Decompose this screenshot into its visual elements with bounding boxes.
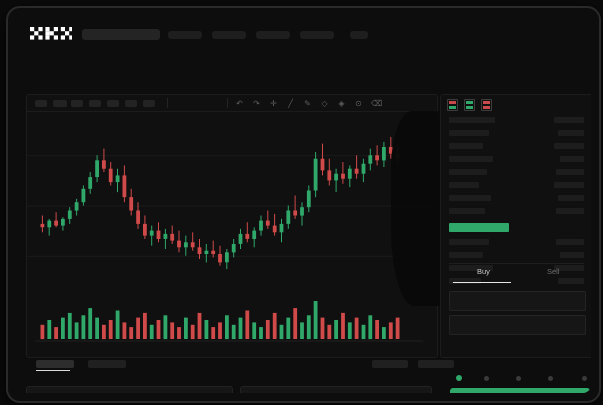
order-book-ask-row[interactable] (449, 143, 483, 149)
tab-open-orders[interactable] (36, 360, 74, 368)
order-book-ask-price (554, 117, 584, 123)
tab-positions[interactable] (372, 360, 408, 368)
order-book-ask-price (558, 195, 584, 201)
sidebar-item-markets[interactable] (168, 31, 202, 39)
order-book-ask-price (556, 169, 584, 175)
slider-dot-0[interactable] (456, 375, 462, 381)
brush-icon[interactable]: ✎ (304, 99, 311, 108)
order-book-view-toggle[interactable] (447, 99, 492, 111)
magnet-icon[interactable]: ◇ (321, 99, 328, 108)
orders-table-panel (26, 386, 233, 393)
order-book-ask-row[interactable] (449, 130, 489, 136)
slider-dot-2[interactable] (516, 376, 521, 381)
chart-interval-6[interactable] (143, 100, 155, 107)
order-book-ask-price (554, 182, 584, 188)
order-book-ask-price (554, 143, 584, 149)
buy-sell-tabs[interactable]: Buy Sell (449, 267, 584, 285)
order-book-bid-row[interactable] (449, 265, 493, 271)
order-book-bid-row[interactable] (449, 278, 481, 284)
book-asks-icon[interactable] (481, 99, 492, 111)
order-book-divider (449, 263, 584, 264)
sidebar-item-more[interactable] (350, 31, 368, 39)
place-buy-order-button[interactable] (450, 388, 590, 393)
toolbar-divider (227, 98, 228, 108)
slider-dot-4[interactable] (582, 376, 587, 381)
candlestick-chart[interactable] (27, 111, 437, 357)
app-screen: Spot Trading ⌄ ⌄ ↶ ↷ ✛ ╱ ✎ ◇ ◈ ⊙ ⌫ Buy Sell (16, 16, 591, 393)
eye-icon[interactable]: ◈ (338, 99, 345, 108)
sidebar-item-trade[interactable] (212, 31, 246, 39)
top-navigation-bar (16, 16, 591, 50)
order-book-ask-price (560, 156, 584, 162)
chart-interval-3[interactable] (89, 100, 101, 107)
order-book-bid-row[interactable] (449, 239, 489, 245)
sidebar-item-earn[interactable] (300, 31, 334, 39)
trash-icon[interactable]: ⌫ (371, 99, 383, 108)
book-both-icon[interactable] (447, 99, 458, 111)
redo-icon[interactable]: ↷ (253, 99, 260, 108)
order-book-panel[interactable]: Buy Sell (440, 94, 591, 358)
order-book-ask-row[interactable] (449, 182, 479, 188)
chart-toolbar: ↶ ↷ ✛ ╱ ✎ ◇ ◈ ⊙ ⌫ (27, 95, 437, 112)
amount-slider-dots[interactable] (444, 374, 591, 384)
order-amount-field[interactable] (449, 315, 586, 335)
order-book-bid-price (560, 252, 584, 258)
order-book-ask-price (556, 208, 584, 214)
order-book-bid-price (554, 265, 584, 271)
tab-sell[interactable]: Sell (547, 267, 560, 276)
order-book-spread-row (449, 223, 509, 232)
undo-icon[interactable]: ↶ (236, 99, 243, 108)
crosshair-icon[interactable]: ✛ (270, 99, 277, 108)
tab-assets[interactable] (418, 360, 454, 368)
book-bids-icon[interactable] (464, 99, 475, 111)
slider-dot-1[interactable] (484, 376, 489, 381)
trendline-icon[interactable]: ╱ (288, 99, 293, 108)
order-book-ask-row[interactable] (449, 169, 487, 175)
order-book-bid-price (556, 239, 584, 245)
chart-interval-0[interactable] (35, 100, 47, 107)
nav-item-search[interactable] (82, 29, 160, 40)
chart-interval-5[interactable] (125, 100, 137, 107)
order-book-ask-price (558, 130, 584, 136)
order-price-field[interactable] (449, 291, 586, 311)
slider-dot-3[interactable] (548, 376, 553, 381)
bottom-tab-bar[interactable] (26, 360, 591, 371)
active-bottom-tab-underline (36, 370, 70, 371)
order-book-ask-row[interactable] (449, 156, 493, 162)
price-chart-panel[interactable]: ↶ ↷ ✛ ╱ ✎ ◇ ◈ ⊙ ⌫ (26, 94, 438, 358)
order-book-bid-price (558, 278, 584, 284)
sidebar-item-derivatives[interactable] (256, 31, 290, 39)
toolbar-divider (167, 98, 168, 108)
order-book-ask-row[interactable] (449, 208, 485, 214)
market-header-bar: Spot Trading ⌄ ⌄ (16, 56, 591, 126)
positions-table-panel (240, 386, 432, 393)
tab-buy[interactable]: Buy (477, 267, 490, 276)
tab-order-history[interactable] (88, 360, 126, 368)
tablet-device-frame: Spot Trading ⌄ ⌄ ↶ ↷ ✛ ╱ ✎ ◇ ◈ ⊙ ⌫ Buy Sell (6, 6, 601, 403)
chart-interval-2[interactable] (71, 100, 83, 107)
active-tab-underline (453, 282, 511, 283)
chart-interval-1[interactable] (53, 100, 67, 107)
chart-interval-4[interactable] (107, 100, 119, 107)
order-book-bid-row[interactable] (449, 252, 483, 258)
lock-icon[interactable]: ⊙ (355, 99, 362, 108)
decorative-shadow (391, 111, 443, 306)
order-book-ask-row[interactable] (449, 117, 495, 123)
order-book-ask-row[interactable] (449, 195, 491, 201)
okx-logo-icon[interactable] (30, 27, 72, 40)
